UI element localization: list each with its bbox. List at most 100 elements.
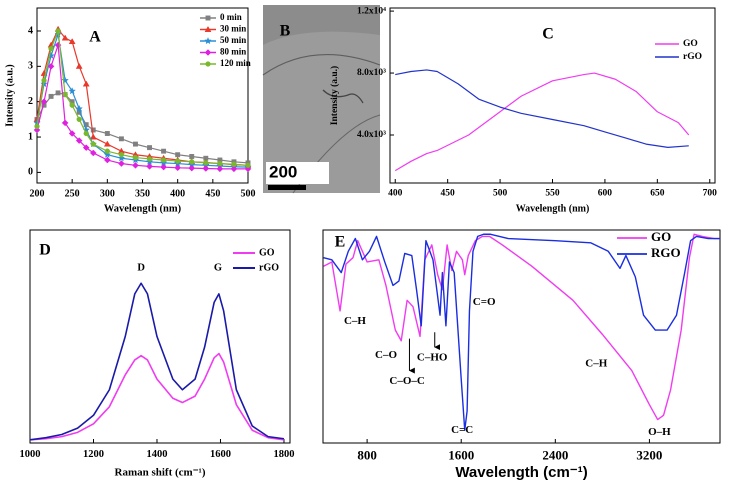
x-tick-label: 1000 xyxy=(20,449,41,460)
plot-frame xyxy=(29,229,291,444)
annotation: C–HO xyxy=(417,351,448,363)
annotation: C–O–C xyxy=(389,375,425,387)
y-tick-label: 1 xyxy=(28,131,33,142)
y-tick-label: 2 xyxy=(28,96,33,107)
x-tick-label: 350 xyxy=(135,188,150,199)
y-tick-label: 4 xyxy=(28,25,33,36)
x-tick-label: 800 xyxy=(357,448,377,463)
x-axis-label: Wavelength (nm) xyxy=(516,203,590,214)
annotation: O–H xyxy=(648,426,671,438)
point-marker xyxy=(40,98,48,106)
x-tick-label: 400 xyxy=(388,189,403,199)
point-marker xyxy=(104,131,110,136)
scale-label: 200 xyxy=(269,162,297,181)
point-marker xyxy=(90,127,96,133)
point-marker xyxy=(118,160,125,167)
x-tick-label: 1400 xyxy=(146,449,167,460)
annotation: C–H xyxy=(344,315,366,327)
point-marker xyxy=(189,154,195,159)
point-marker xyxy=(76,116,82,123)
legend-label: 30 min xyxy=(220,24,246,34)
point-marker xyxy=(68,38,76,45)
wrinkle xyxy=(322,89,364,104)
point-marker xyxy=(204,36,212,45)
point-marker xyxy=(82,144,90,152)
point-marker xyxy=(89,149,97,157)
point-marker xyxy=(55,28,61,34)
x-tick-label: 650 xyxy=(650,189,665,199)
annotation: C–H xyxy=(585,358,607,370)
panel-label: A xyxy=(89,29,101,46)
point-marker xyxy=(61,34,69,41)
point-marker xyxy=(204,49,212,56)
x-tick-label: 400 xyxy=(170,188,185,199)
point-marker xyxy=(62,91,68,98)
series-line xyxy=(36,44,248,170)
point-marker xyxy=(175,158,181,164)
point-marker xyxy=(231,161,237,167)
point-marker xyxy=(205,15,211,21)
x-tick-label: 1600 xyxy=(210,449,231,460)
point-marker xyxy=(202,165,210,172)
point-marker xyxy=(47,62,55,70)
annotation: G xyxy=(214,263,222,274)
x-tick-label: 1800 xyxy=(273,449,294,460)
scale-bar xyxy=(268,185,306,190)
annotation: C–O xyxy=(375,349,397,361)
legend-label: 80 min xyxy=(220,47,246,57)
point-marker xyxy=(174,164,182,172)
point-marker xyxy=(75,104,84,113)
point-marker xyxy=(103,156,111,164)
y-axis-label: Intensity (a.u.) xyxy=(329,66,340,125)
annotation: C=O xyxy=(473,296,496,308)
series-line xyxy=(36,28,249,166)
point-marker xyxy=(118,152,125,158)
point-marker xyxy=(55,90,61,96)
point-marker xyxy=(160,157,167,163)
point-marker xyxy=(189,159,195,165)
series-line xyxy=(323,233,720,421)
plot-frame xyxy=(36,7,249,184)
point-marker xyxy=(68,87,76,95)
point-marker xyxy=(146,163,153,170)
x-tick-label: 300 xyxy=(100,188,115,199)
panel-label: C xyxy=(542,26,554,43)
point-marker xyxy=(75,62,83,69)
series-line xyxy=(29,282,285,441)
legend-label: 120 min xyxy=(220,58,251,68)
x-tick-label: 1200 xyxy=(83,449,104,460)
point-marker xyxy=(69,102,75,108)
point-marker xyxy=(61,119,69,127)
point-marker xyxy=(147,145,152,151)
x-tick-label: 500 xyxy=(241,188,256,199)
point-marker xyxy=(103,140,111,147)
legend-label: RGO xyxy=(651,245,681,260)
point-marker xyxy=(217,160,223,167)
y-tick-label: 4.0x10³ xyxy=(357,130,386,140)
x-tick-label: 2400 xyxy=(542,448,568,463)
y-tick-label: 8.0x10³ xyxy=(357,68,386,78)
point-marker xyxy=(41,77,47,84)
y-tick-label: 3 xyxy=(28,61,33,72)
point-marker xyxy=(118,136,124,142)
point-marker xyxy=(146,156,153,162)
point-marker xyxy=(216,165,224,173)
legend-label: 0 min xyxy=(220,12,242,22)
sheet-region xyxy=(263,31,380,193)
x-tick-label: 250 xyxy=(65,188,80,199)
legend-label: GO xyxy=(683,39,698,49)
point-marker xyxy=(203,160,209,166)
point-marker xyxy=(204,25,212,32)
point-marker xyxy=(75,137,83,144)
series-line xyxy=(395,69,689,148)
x-tick-label: 700 xyxy=(703,189,718,199)
plot-frame xyxy=(322,229,721,444)
point-marker xyxy=(48,93,54,99)
x-tick-label: 600 xyxy=(598,189,613,199)
legend-label: rGO xyxy=(259,262,279,273)
point-marker xyxy=(188,164,196,172)
legend-label: GO xyxy=(651,229,671,244)
series-line xyxy=(323,233,720,431)
x-axis-label: Wavelength (cm⁻¹) xyxy=(455,464,587,481)
